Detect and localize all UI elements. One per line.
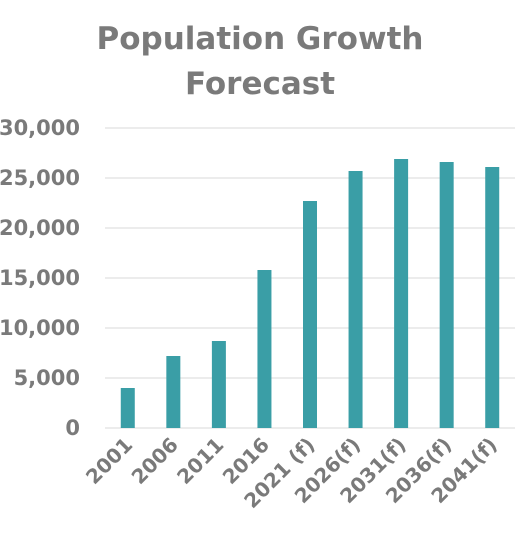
chart-title-line-1: Population Growth (97, 21, 424, 57)
bar (257, 270, 272, 428)
bar (166, 356, 181, 428)
chart-title-line-2: Forecast (185, 66, 335, 102)
y-tick-label: 25,000 (0, 166, 80, 190)
x-tick-label: 2011 (172, 433, 228, 489)
x-tick-label: 2006 (127, 433, 183, 489)
bar (485, 167, 500, 428)
y-tick-label: 5,000 (14, 366, 80, 390)
y-axis-ticks: 0 5,000 10,000 15,000 20,000 25,000 30,000 (0, 116, 80, 440)
bar (394, 159, 409, 428)
bar (303, 201, 317, 428)
x-tick-label: 2001 (81, 433, 137, 489)
bar (439, 162, 454, 428)
bar (211, 341, 226, 428)
bar (120, 388, 135, 428)
y-tick-label: 0 (65, 416, 80, 440)
y-tick-label: 15,000 (0, 266, 80, 290)
y-tick-label: 20,000 (0, 216, 80, 240)
bars (120, 159, 500, 428)
y-tick-label: 10,000 (0, 316, 80, 340)
bar (348, 171, 363, 428)
chart-title: Population Growth Forecast (97, 21, 424, 102)
y-tick-label: 30,000 (0, 116, 80, 140)
